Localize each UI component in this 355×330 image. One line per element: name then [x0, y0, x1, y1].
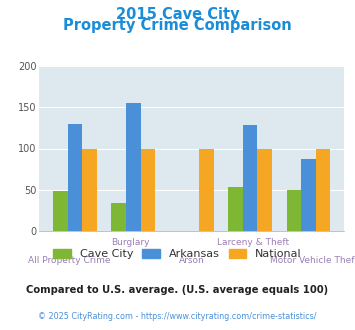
Text: Burglary: Burglary: [111, 238, 150, 247]
Bar: [126, 103, 141, 231]
Text: Motor Vehicle Theft: Motor Vehicle Theft: [270, 256, 355, 265]
Legend: Cave City, Arkansas, National: Cave City, Arkansas, National: [49, 244, 306, 263]
Bar: [53, 190, 67, 231]
Bar: [316, 148, 331, 231]
Bar: [82, 148, 97, 231]
Bar: [243, 124, 257, 231]
Text: 2015 Cave City: 2015 Cave City: [116, 7, 239, 21]
Text: All Property Crime: All Property Crime: [28, 256, 111, 265]
Text: © 2025 CityRating.com - https://www.cityrating.com/crime-statistics/: © 2025 CityRating.com - https://www.city…: [38, 312, 317, 321]
Bar: [301, 159, 316, 231]
Text: Property Crime Comparison: Property Crime Comparison: [63, 18, 292, 33]
Bar: [141, 148, 155, 231]
Bar: [228, 187, 243, 231]
Bar: [286, 190, 301, 231]
Bar: [199, 148, 214, 231]
Text: Arson: Arson: [179, 256, 204, 265]
Bar: [111, 203, 126, 231]
Text: Compared to U.S. average. (U.S. average equals 100): Compared to U.S. average. (U.S. average …: [26, 285, 329, 295]
Text: Larceny & Theft: Larceny & Theft: [217, 238, 289, 247]
Bar: [257, 148, 272, 231]
Bar: [67, 124, 82, 231]
